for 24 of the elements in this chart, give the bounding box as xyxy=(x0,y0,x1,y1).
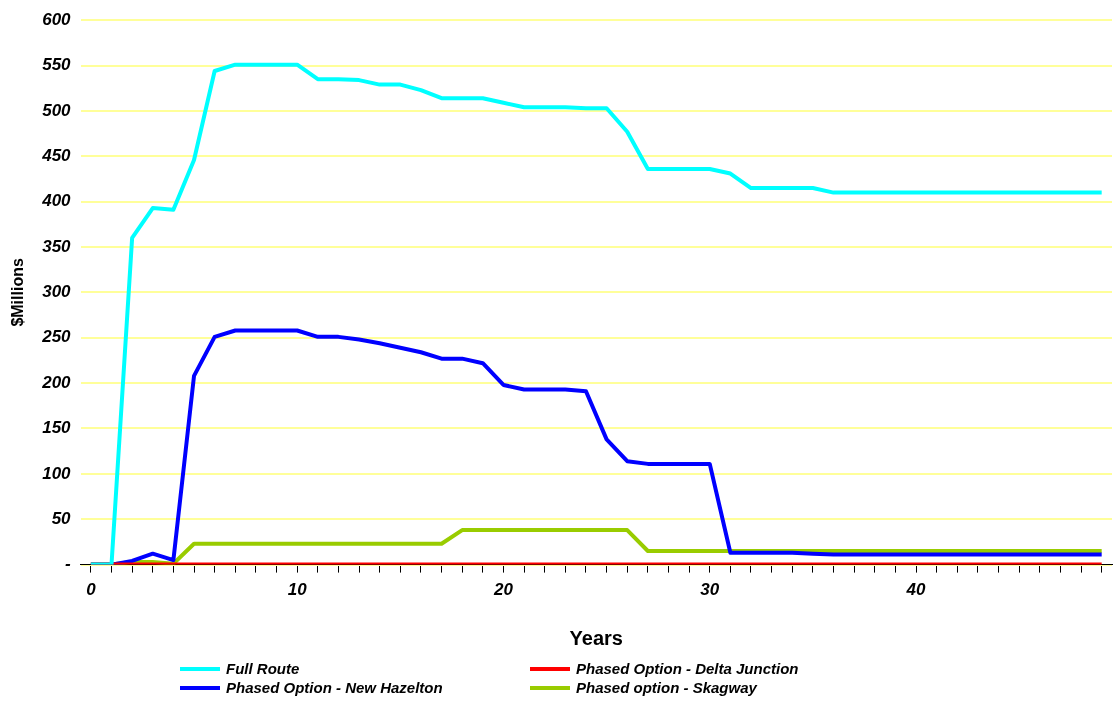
y-tick-label: 600 xyxy=(42,9,72,29)
y-tick-label: 200 xyxy=(41,372,72,392)
y-tick-label: 500 xyxy=(42,100,72,120)
legend-label: Phased Option - New Hazelton xyxy=(226,679,443,696)
y-axis-title: $Millions xyxy=(9,258,27,327)
legend-label: Phased Option - Delta Junction xyxy=(576,660,799,677)
y-tick-label: - xyxy=(64,554,71,574)
x-tick-label: 30 xyxy=(700,580,720,600)
x-tick-label: 0 xyxy=(86,580,97,600)
y-tick-label: 350 xyxy=(42,236,72,256)
y-tick-label: 250 xyxy=(41,327,72,347)
x-tick-label: 10 xyxy=(287,580,308,600)
legend-label: Phased option - Skagway xyxy=(576,679,757,696)
y-tick-label: 100 xyxy=(42,463,72,483)
y-tick-label: 150 xyxy=(42,418,72,438)
legend-label: Full Route xyxy=(226,660,300,677)
y-tick-label: 50 xyxy=(51,508,72,528)
y-tick-label: 400 xyxy=(41,191,72,211)
y-tick-label: 450 xyxy=(41,145,72,165)
y-tick-label: 300 xyxy=(42,282,72,302)
y-tick-label: 550 xyxy=(42,55,72,75)
x-tick-label: 20 xyxy=(492,580,514,600)
x-axis-title: Years xyxy=(569,626,623,649)
x-tick-label: 40 xyxy=(905,580,927,600)
